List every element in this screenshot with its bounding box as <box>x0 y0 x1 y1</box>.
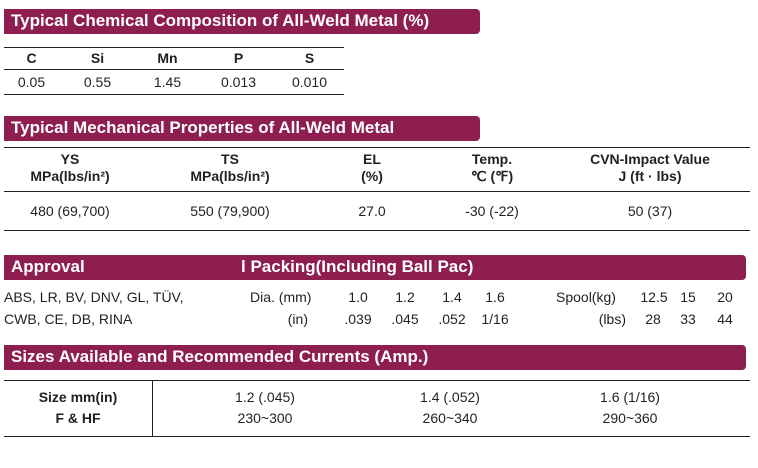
current-value-2: 260~340 <box>422 410 478 426</box>
chem-header-si: Si <box>90 50 105 66</box>
packing-dia-in-label: (in) <box>287 311 308 327</box>
sizes-table-bottom-rule <box>4 436 750 437</box>
packing-spool-lbs-label: (lbs) <box>598 311 626 327</box>
sizes-row-label-current: F & HF <box>55 410 101 426</box>
size-value-2: 1.4 (.052) <box>420 389 480 405</box>
packing-title: l Packing(Including Ball Pac) <box>241 257 474 276</box>
mech-header-temp-line1: Temp. <box>471 151 513 167</box>
approval-packing-banner: Approval l Packing(Including Ball Pac) <box>4 255 746 280</box>
packing-dia-in-3: .052 <box>438 311 466 327</box>
current-value-3: 290~360 <box>602 410 658 426</box>
mech-header-ts-line2: MPa(lbs/in²) <box>190 168 270 184</box>
chem-value-p: 0.013 <box>220 74 257 90</box>
packing-dia-in-1: .039 <box>344 311 372 327</box>
chemical-table-bottom-rule <box>4 94 344 95</box>
size-value-3: 1.6 (1/16) <box>600 389 660 405</box>
mech-header-cvn-line2: J (ft · lbs) <box>618 168 682 184</box>
sizes-row-label-size: Size mm(in) <box>38 389 118 405</box>
mech-value-ys: 480 (69,700) <box>30 203 110 219</box>
mech-value-temp: -30 (-22) <box>465 203 519 219</box>
mech-header-el-line2: (%) <box>361 168 383 184</box>
packing-spool-lbs-1: 28 <box>645 311 661 327</box>
chem-value-c: 0.05 <box>17 74 46 90</box>
mech-value-el: 27.0 <box>358 203 386 219</box>
size-value-1: 1.2 (.045) <box>235 389 295 405</box>
mech-header-ys-line2: MPa(lbs/in²) <box>30 168 110 184</box>
mechanical-table-mid-rule <box>4 191 750 192</box>
chemical-table-top-rule <box>4 47 344 48</box>
approval-title: Approval <box>11 257 85 276</box>
chem-header-c: C <box>26 50 37 66</box>
current-value-1: 230~300 <box>237 410 293 426</box>
packing-dia-in-4: 1/16 <box>481 311 509 327</box>
packing-spool-label: Spool(kg) <box>556 289 616 305</box>
sizes-table-top-rule <box>4 380 750 381</box>
mech-value-cvn: 50 (37) <box>627 203 673 219</box>
packing-spool-kg-2: 15 <box>680 289 696 305</box>
mech-header-el-line1: EL <box>363 151 381 167</box>
chem-value-si: 0.55 <box>83 74 112 90</box>
packing-spool-kg-1: 12.5 <box>640 289 668 305</box>
chemical-table-mid-rule <box>4 69 344 70</box>
chem-value-mn: 1.45 <box>153 74 182 90</box>
mech-header-ys-line1: YS <box>60 151 80 167</box>
packing-dia-mm-3: 1.4 <box>442 289 462 305</box>
chemical-composition-title: Typical Chemical Composition of All-Weld… <box>4 9 480 34</box>
packing-spool-lbs-3: 44 <box>717 311 733 327</box>
packing-dia-mm-4: 1.6 <box>485 289 505 305</box>
packing-spool-lbs-2: 33 <box>680 311 696 327</box>
approval-line-2: CWB, CE, DB, RINA <box>4 311 133 327</box>
mech-header-temp-line2: ℃ (℉) <box>470 168 514 184</box>
mech-header-ts-line1: TS <box>221 151 239 167</box>
packing-spool-kg-3: 20 <box>717 289 733 305</box>
packing-dia-label: Dia. (mm) <box>250 289 312 305</box>
mechanical-properties-title: Typical Mechanical Properties of All-Wel… <box>4 116 480 141</box>
sizes-currents-title: Sizes Available and Recommended Currents… <box>4 345 746 370</box>
chem-header-mn: Mn <box>157 50 178 66</box>
chem-value-s: 0.010 <box>291 74 328 90</box>
chem-header-p: P <box>233 50 244 66</box>
chem-header-s: S <box>304 50 315 66</box>
mech-value-ts: 550 (79,900) <box>190 203 270 219</box>
packing-dia-mm-2: 1.2 <box>395 289 415 305</box>
mech-header-cvn-line1: CVN-Impact Value <box>590 151 710 167</box>
mechanical-table-top-rule <box>4 147 750 148</box>
mechanical-table-bottom-rule <box>4 230 750 231</box>
sizes-table-divider <box>152 380 153 436</box>
packing-dia-in-2: .045 <box>391 311 419 327</box>
approval-line-1: ABS, LR, BV, DNV, GL, TÜV, <box>4 289 184 305</box>
packing-dia-mm-1: 1.0 <box>348 289 368 305</box>
